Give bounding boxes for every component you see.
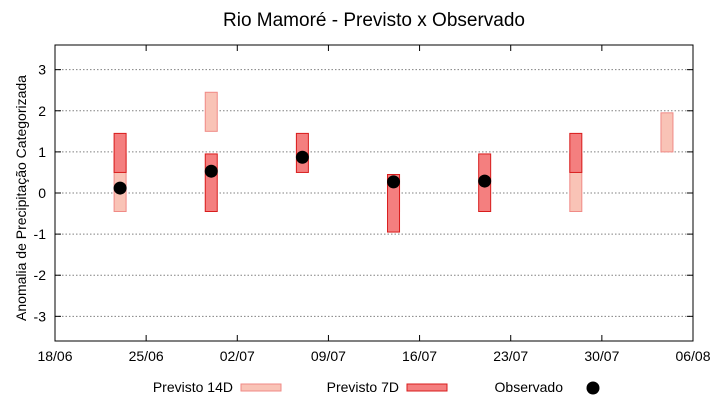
bar-previsto-7d [113, 132, 127, 173]
x-tick-label: 06/08 [675, 348, 710, 364]
point-observado [387, 175, 401, 189]
x-tick-label: 30/07 [584, 348, 619, 364]
x-axis-ticks: 18/06 25/06 02/07 09/07 16/07 23/07 30/07 06/08 [37, 45, 711, 364]
bar-previsto-14d [660, 112, 674, 153]
series-previsto-7d [113, 132, 583, 233]
grid-lines [55, 69, 693, 317]
bar-previsto-7d [569, 132, 583, 173]
point-observado [113, 181, 127, 195]
y-tick-label: -2 [34, 267, 47, 283]
y-tick-label: 1 [38, 144, 46, 160]
legend-label-p14: Previsto 14D [153, 379, 233, 395]
point-observado [204, 164, 218, 178]
y-axis-ticks: 3 2 1 0 -1 -2 -3 [34, 62, 693, 324]
x-tick-label: 09/07 [311, 348, 346, 364]
y-tick-label: 3 [38, 62, 46, 78]
legend-swatch-previsto-14d [240, 383, 282, 392]
x-tick-label: 25/06 [129, 348, 164, 364]
y-tick-label: -3 [34, 308, 47, 324]
y-axis-label: Anomalia de Precipitação Categorizada [13, 75, 29, 321]
x-tick-label: 16/07 [402, 348, 437, 364]
y-tick-label: 2 [38, 103, 46, 119]
point-observado [478, 174, 492, 188]
bar-previsto-7d [204, 153, 218, 212]
series-observado [113, 150, 492, 195]
y-tick-label: -1 [34, 226, 47, 242]
x-tick-label: 18/06 [37, 348, 72, 364]
legend-label-obs: Observado [495, 379, 564, 395]
x-tick-label: 23/07 [493, 348, 528, 364]
point-observado [295, 150, 309, 164]
bar-previsto-14d [204, 91, 218, 132]
bar-previsto-7d [387, 174, 401, 233]
legend-label-p7: Previsto 7D [327, 379, 399, 395]
y-tick-label: 0 [38, 185, 46, 201]
legend-swatch-previsto-7d [406, 383, 448, 392]
legend: Previsto 14D Previsto 7D Observado [153, 379, 600, 395]
chart-title: Rio Mamoré - Previsto x Observado [223, 10, 525, 31]
legend-marker-observado [586, 381, 600, 395]
x-tick-label: 02/07 [220, 348, 255, 364]
